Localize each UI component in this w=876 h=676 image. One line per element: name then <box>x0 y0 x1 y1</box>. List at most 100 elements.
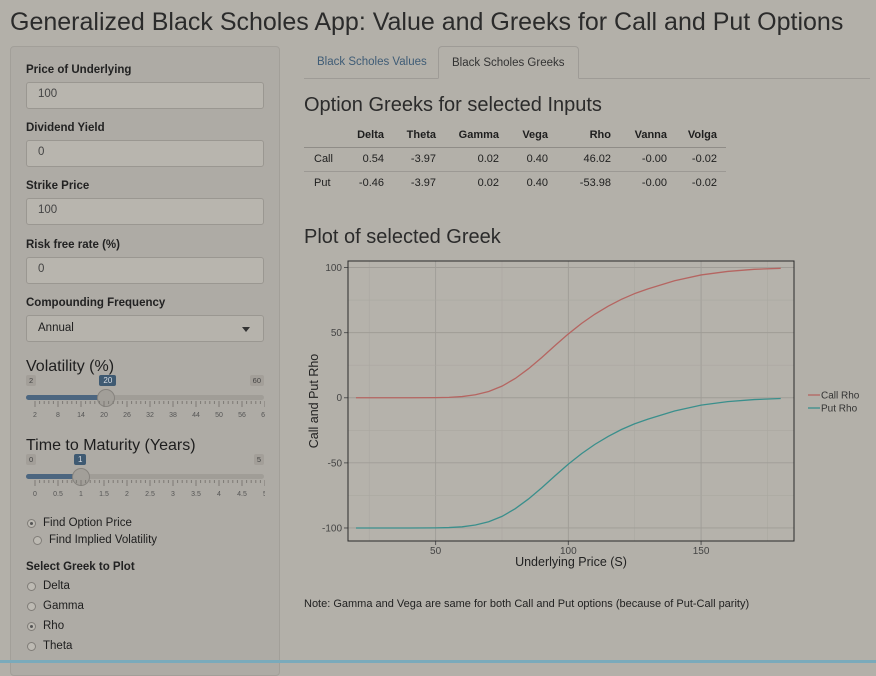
table-cell: -0.02 <box>691 177 717 190</box>
greek-select-label: Select Greek to Plot <box>26 561 265 573</box>
table-cell: 0.02 <box>436 147 499 172</box>
slider-fill <box>26 474 81 479</box>
slider-track[interactable] <box>26 474 264 479</box>
compounding-select[interactable]: Annual <box>26 315 264 342</box>
slider-tick-label: 50 <box>215 412 223 419</box>
greeks-table: Delta Theta Gamma Vega Rho Vanna Volga C… <box>304 123 726 195</box>
slider-tick-label: 1.5 <box>99 491 109 498</box>
compounding-field: Compounding Frequency Annual <box>26 297 265 342</box>
sidebar-panel: Price of Underlying 100 Dividend Yield 0… <box>10 46 280 676</box>
slider-tick-label: 2 <box>33 412 37 419</box>
y-tick-label: 0 <box>336 393 342 404</box>
table-cell: Call <box>304 147 337 172</box>
riskfree-label: Risk free rate (%) <box>26 239 120 251</box>
slider-tick-label: 32 <box>146 412 154 419</box>
radio-button[interactable] <box>27 621 36 631</box>
slider-tick-label: 2.5 <box>145 491 155 498</box>
greek-select-title: Select Greek to Plot <box>26 561 135 573</box>
radio-button[interactable] <box>27 641 36 651</box>
radio-button[interactable] <box>27 601 36 611</box>
column-header: Theta <box>384 123 436 148</box>
window-bottom-edge <box>0 660 876 663</box>
slider-tick-label: 56 <box>238 412 246 419</box>
radio-label: Find Implied Volatility <box>49 534 158 546</box>
slider-track[interactable] <box>26 395 264 400</box>
slider-tick-label: 8 <box>56 412 60 419</box>
table-row: Call 0.54 -3.97 0.02 0.40 46.02 -0.00 -0… <box>304 147 726 172</box>
volatility-label: Volatility (%) <box>26 358 115 375</box>
slider-tick-label: 4 <box>217 491 221 498</box>
dividend-field: Dividend Yield 0 <box>26 122 265 167</box>
table-cell: 0.40 <box>499 147 548 172</box>
price-input[interactable]: 100 <box>26 82 264 109</box>
column-header: Gamma <box>436 123 499 148</box>
table-cell: -0.00 <box>641 177 667 190</box>
legend-label: Call Rho <box>821 391 860 402</box>
price-label: Price of Underlying <box>26 64 132 76</box>
slider-tick-label: 20 <box>100 412 108 419</box>
maturity-label: Time to Maturity (Years) <box>26 437 196 454</box>
radio-label: Theta <box>43 640 73 652</box>
radio-button[interactable] <box>33 535 42 545</box>
table-cell: -53.98 <box>579 177 611 190</box>
parity-note: Note: Gamma and Vega are same for both C… <box>304 598 750 610</box>
table-cell: -3.97 <box>384 147 436 172</box>
y-tick-label: 50 <box>331 328 343 339</box>
app-title: Generalized Black Scholes App: Value and… <box>10 8 844 36</box>
riskfree-input[interactable]: 0 <box>26 257 264 284</box>
column-header: Vega <box>499 123 548 148</box>
strike-input[interactable]: 100 <box>26 198 264 225</box>
slider-handle[interactable] <box>97 389 116 407</box>
radio-greek-rho[interactable]: Rho <box>27 620 64 632</box>
x-tick-label: 100 <box>560 546 577 557</box>
column-header: Delta <box>337 123 384 148</box>
slider-tick-label: 1 <box>79 491 83 498</box>
slider-tick-label: 0.5 <box>53 491 63 498</box>
radio-greek-delta[interactable]: Delta <box>27 580 70 592</box>
slider-tick-label: 4.5 <box>237 491 247 498</box>
slider-tick-label: 5 <box>263 491 265 498</box>
volatility-slider[interactable]: 2 20 60 2 8 14 20 26 32 38 44 50 56 60 <box>26 375 265 435</box>
table-cell: 0.40 <box>526 177 548 190</box>
table-cell: -0.46 <box>358 177 384 190</box>
plot-panel <box>348 261 794 541</box>
table-cell: 46.02 <box>548 147 611 172</box>
table-header-row: Delta Theta Gamma Vega Rho Vanna Volga <box>304 123 726 148</box>
radio-label: Gamma <box>43 600 84 612</box>
tab-values[interactable]: Black Scholes Values <box>317 56 427 68</box>
column-header: Volga <box>667 123 726 148</box>
slider-tick-label: 38 <box>169 412 177 419</box>
slider-tick-label: 0 <box>33 491 37 498</box>
tab-greeks[interactable]: Black Scholes Greeks <box>438 46 579 79</box>
slider-tick-label: 3 <box>171 491 175 498</box>
radio-find-price[interactable]: Find Option Price <box>27 517 132 529</box>
slider-value: 1 <box>74 454 87 465</box>
slider-tick-label: 3.5 <box>191 491 201 498</box>
x-tick-label: 50 <box>430 546 442 557</box>
slider-max: 60 <box>249 375 264 386</box>
series-line-put-rho <box>355 397 781 529</box>
chevron-down-icon <box>242 327 250 332</box>
slider-ticks: 0 0.5 1 1.5 2 2.5 3 3.5 4 4.5 5 <box>33 480 265 498</box>
greeks-table-title: Option Greeks for selected Inputs <box>304 94 602 116</box>
table-cell: -0.00 <box>611 147 667 172</box>
radio-label: Rho <box>43 620 65 632</box>
dividend-input[interactable]: 0 <box>26 140 264 167</box>
radio-find-vol[interactable]: Find Implied Volatility <box>33 534 157 546</box>
slider-min: 2 <box>26 375 37 386</box>
radio-label: Delta <box>43 580 70 592</box>
maturity-slider[interactable]: 0 1 5 0 0.5 1 1.5 2 2.5 3 3.5 4 4.5 5 <box>26 454 265 514</box>
strike-label: Strike Price <box>26 180 90 192</box>
radio-label: Find Option Price <box>43 517 132 529</box>
x-tick-label: 150 <box>693 546 710 557</box>
slider-fill <box>26 395 107 400</box>
plot-title: Plot of selected Greek <box>304 226 501 248</box>
x-axis-label: Underlying Price (S) <box>515 555 627 569</box>
table-cell: -3.97 <box>410 177 436 190</box>
slider-min: 0 <box>26 454 37 465</box>
radio-greek-theta[interactable]: Theta <box>27 640 72 652</box>
radio-button[interactable] <box>27 518 36 528</box>
radio-greek-gamma[interactable]: Gamma <box>27 600 84 612</box>
slider-max: 5 <box>253 454 264 465</box>
radio-button[interactable] <box>27 581 36 591</box>
